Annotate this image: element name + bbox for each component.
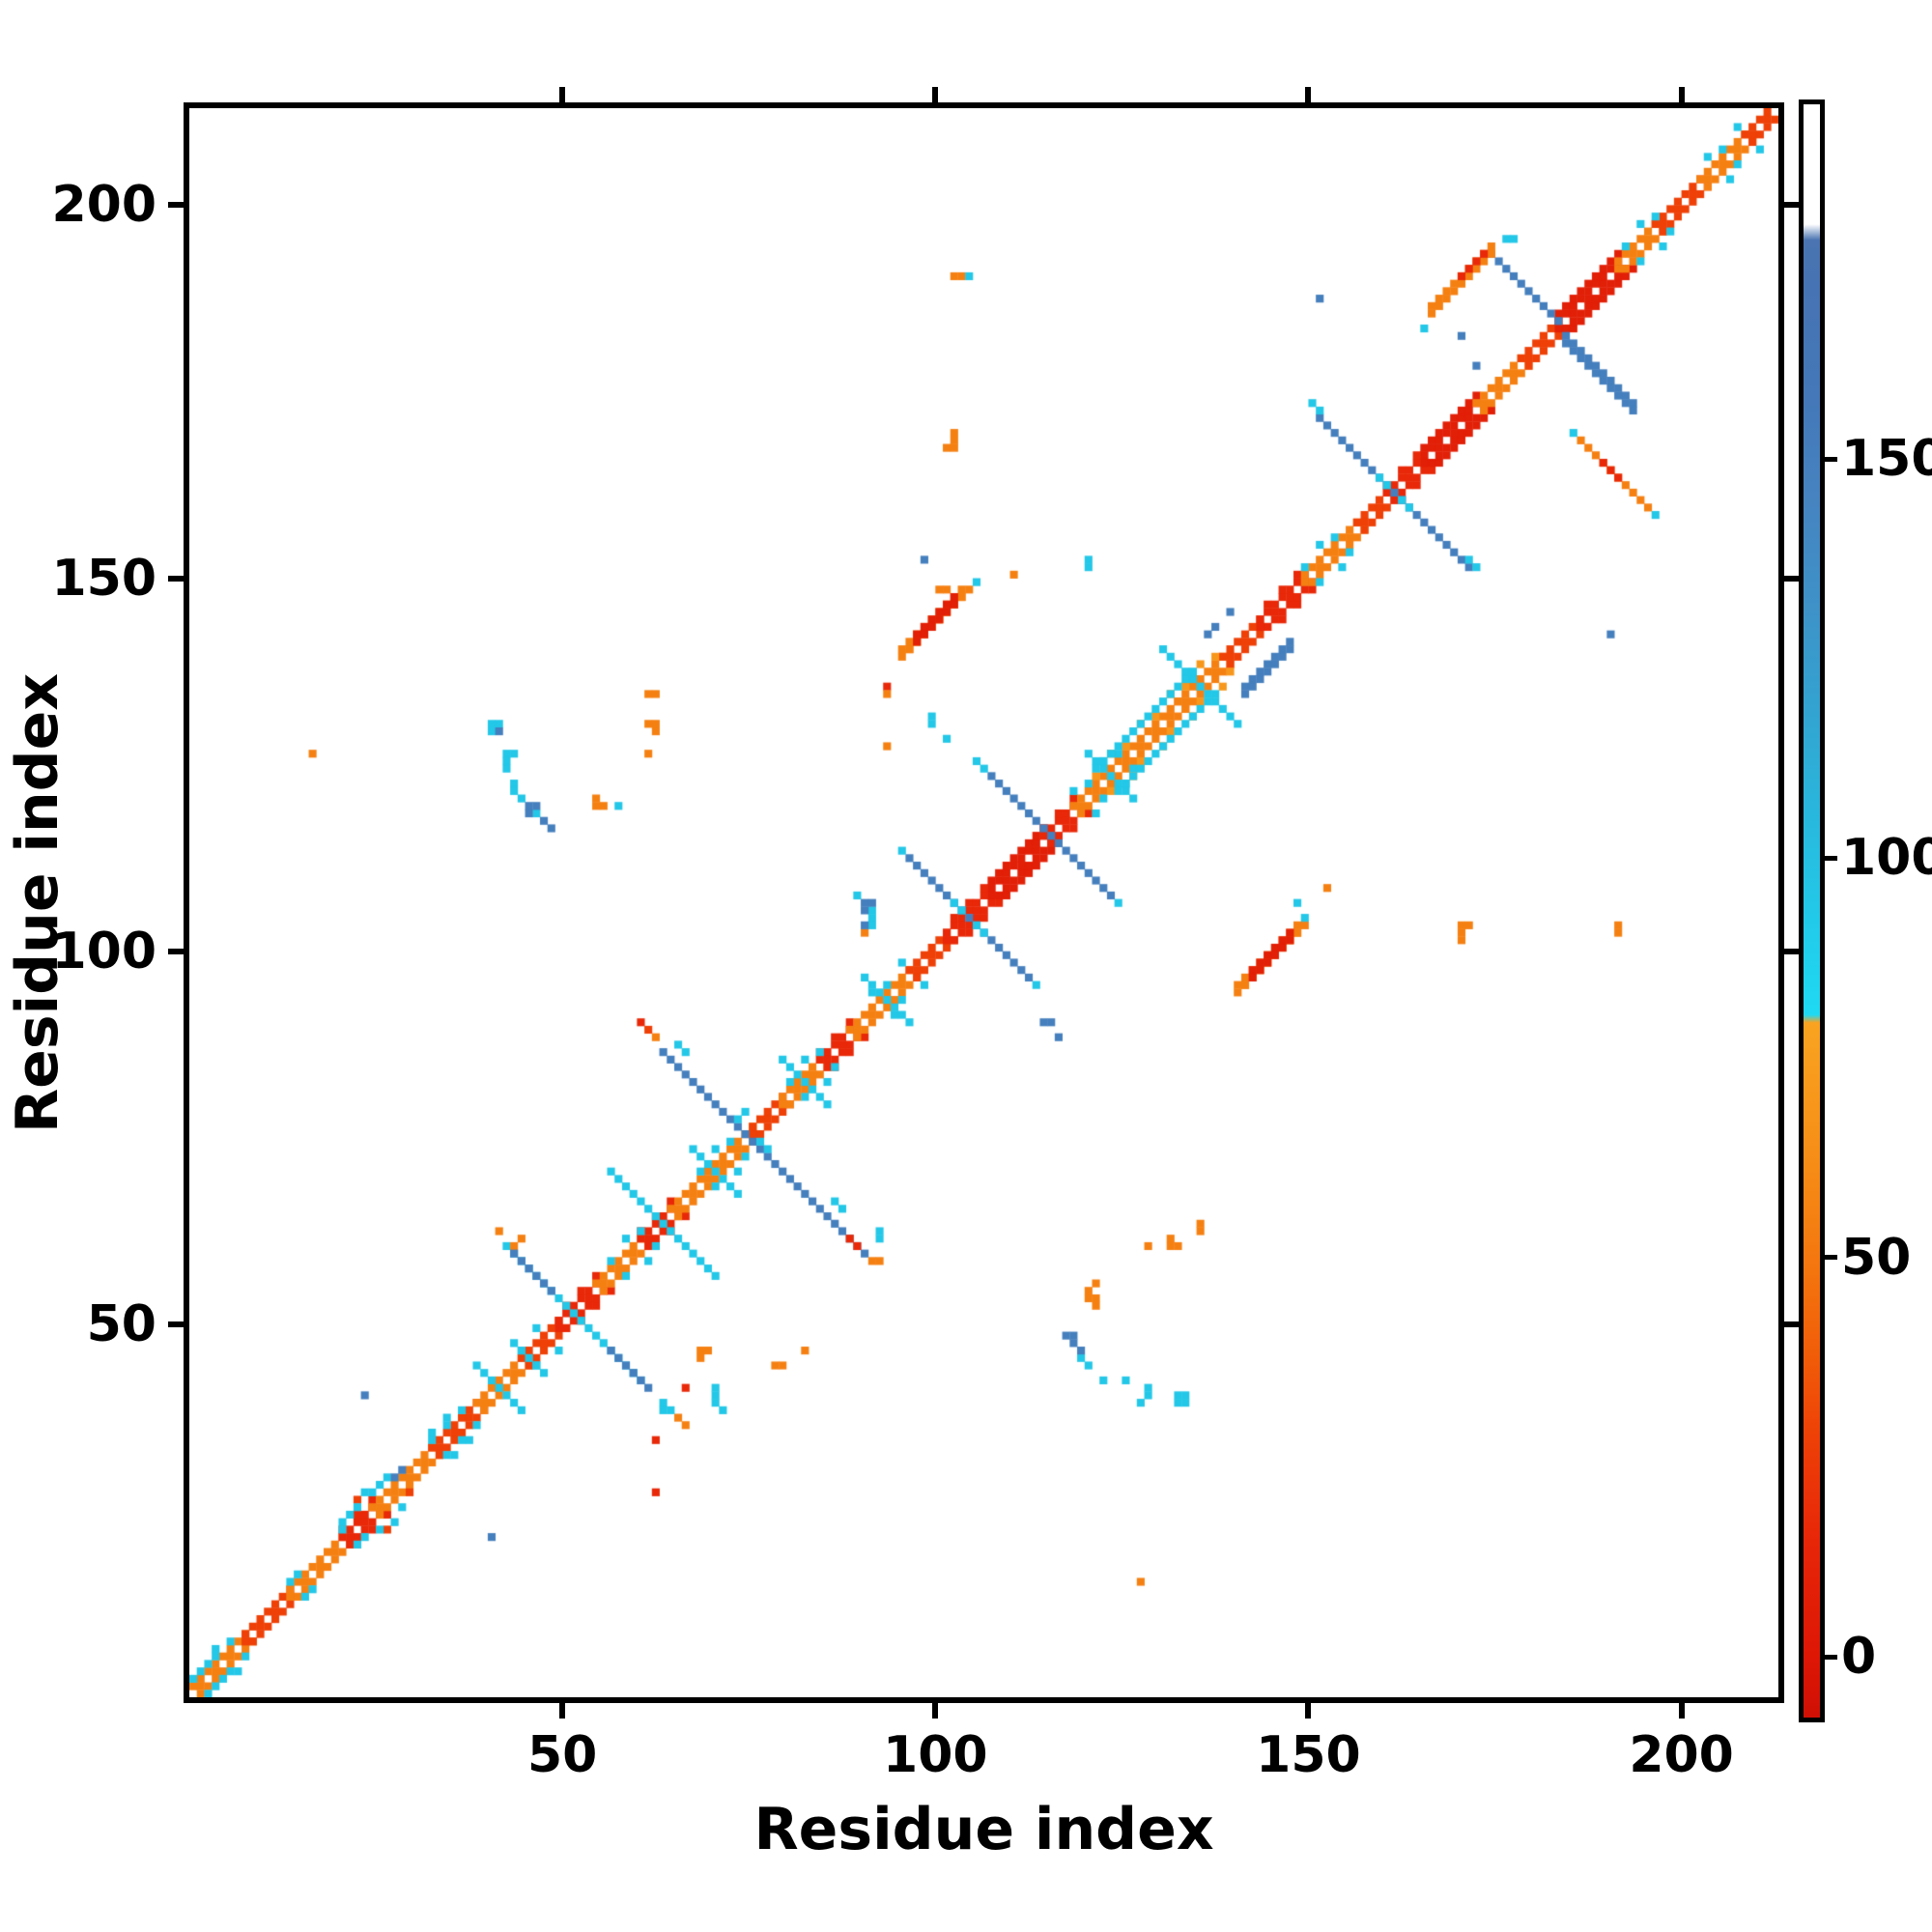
x-tick-mark (1305, 1697, 1312, 1719)
x-tick-label: 200 (1629, 1726, 1734, 1784)
x-tick-mark (559, 1697, 566, 1719)
colorbar-tick-mark (1825, 1654, 1837, 1660)
plot-area (184, 102, 1784, 1703)
x-tick-mark-top (559, 87, 566, 108)
y-tick-label: 50 (86, 1294, 156, 1353)
y-tick-mark (168, 575, 189, 582)
colorbar-tick-mark (1825, 855, 1837, 861)
y-tick-mark-right (1778, 1321, 1800, 1327)
colorbar-gradient (1804, 104, 1820, 1718)
colorbar-tick-label: 100 (1841, 829, 1932, 888)
y-tick-mark (168, 1321, 189, 1327)
x-tick-mark-top (1305, 87, 1312, 108)
y-tick-mark-right (1778, 575, 1800, 582)
contact-map-heatmap (189, 108, 1778, 1697)
colorbar-tick-mark (1825, 456, 1837, 462)
x-tick-label: 100 (883, 1726, 988, 1784)
y-tick-mark (168, 948, 189, 954)
x-tick-label: 150 (1256, 1726, 1361, 1784)
y-tick-label: 100 (51, 922, 156, 980)
x-tick-mark (1678, 1697, 1685, 1719)
y-tick-mark (168, 202, 189, 209)
colorbar-tick-label: 50 (1841, 1228, 1912, 1287)
colorbar-tick-label: 0 (1841, 1628, 1877, 1687)
colorbar-tick-mark (1825, 1255, 1837, 1261)
y-tick-mark-right (1778, 202, 1800, 209)
y-axis-label: Residue index (3, 672, 71, 1133)
x-tick-label: 50 (526, 1726, 598, 1784)
x-axis-label: Residue index (753, 1796, 1214, 1863)
x-tick-mark-top (1678, 87, 1685, 108)
y-tick-label: 200 (51, 176, 156, 235)
x-tick-mark (932, 1697, 939, 1719)
y-tick-mark-right (1778, 948, 1800, 954)
y-tick-label: 150 (51, 549, 156, 608)
colorbar-tick-label: 150 (1841, 430, 1932, 489)
x-tick-mark-top (932, 87, 939, 108)
colorbar (1799, 99, 1825, 1722)
